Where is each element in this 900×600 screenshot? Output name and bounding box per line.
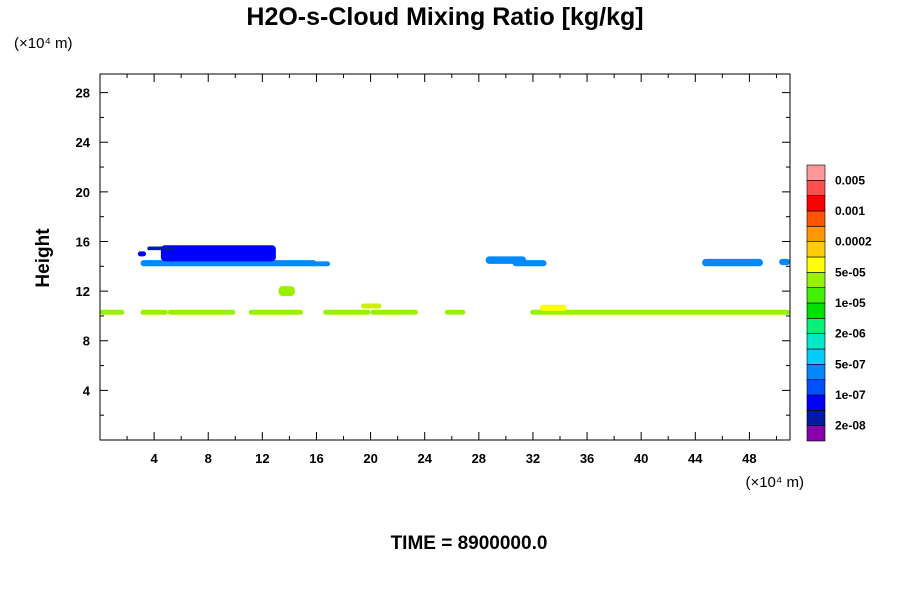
colorbar-swatch-13 xyxy=(806,226,826,242)
x-tick-label-1: 8 xyxy=(205,451,212,466)
chart-title: H2O-s-Cloud Mixing Ratio [kg/kg] xyxy=(246,3,643,31)
contour-region-3 xyxy=(248,309,303,315)
y-tick-label-2: 12 xyxy=(76,284,90,299)
contour-region-11 xyxy=(140,260,317,267)
y-axis-label: Height xyxy=(33,228,54,288)
colorbar-swatch-14 xyxy=(806,210,826,227)
colorbar-label-5: 5e-05 xyxy=(835,265,866,279)
colorbar: 2e-08 1e-07 5e-07 2e-06 1e-05 5e-05 0.0002 0.00… xyxy=(806,164,872,442)
x-tick-label-7: 32 xyxy=(526,451,540,466)
y-tick-label-0: 4 xyxy=(83,383,91,398)
y-tick-label-3: 16 xyxy=(76,234,90,249)
contour-region-5 xyxy=(370,309,418,315)
colorbar-swatch-17 xyxy=(806,164,826,181)
y-tick-label-6: 28 xyxy=(76,86,90,101)
x-tick-label-3: 16 xyxy=(309,451,323,466)
colorbar-swatch-6 xyxy=(806,333,826,350)
contour-region-7 xyxy=(530,309,790,315)
contour-region-2 xyxy=(167,309,236,315)
colorbar-swatch-10 xyxy=(806,272,826,288)
x-tick-label-4: 20 xyxy=(363,451,377,466)
x-axis-unit: (×10⁴ m) xyxy=(745,474,804,491)
colorbar-label-7: 0.001 xyxy=(835,204,865,218)
colorbar-label-8: 0.005 xyxy=(835,173,865,187)
contour-region-13 xyxy=(160,245,276,262)
y-tick-label-4: 20 xyxy=(76,185,90,200)
colorbar-swatch-12 xyxy=(806,241,826,258)
contour-region-18 xyxy=(702,258,763,267)
contour-region-4 xyxy=(323,309,371,315)
colorbar-swatch-16 xyxy=(806,180,826,196)
y-tick-label-5: 24 xyxy=(76,135,91,150)
contour-region-19 xyxy=(779,258,790,266)
plot-frame xyxy=(99,73,791,441)
colorbar-label-0: 2e-08 xyxy=(835,419,866,433)
y-tick-label-1: 8 xyxy=(83,334,90,349)
contour-region-14 xyxy=(147,246,175,251)
colorbar-swatch-1 xyxy=(806,410,826,426)
colorbar-label-6: 0.0002 xyxy=(835,235,872,249)
colorbar-label-3: 2e-06 xyxy=(835,327,866,341)
colorbar-swatch-11 xyxy=(806,256,826,273)
contour-region-10 xyxy=(278,286,295,297)
colorbar-swatch-4 xyxy=(806,364,826,380)
colorbar-swatch-3 xyxy=(806,379,826,396)
contour-region-8 xyxy=(361,303,382,309)
x-tick-label-10: 44 xyxy=(688,451,703,466)
time-label: TIME = 8900000.0 xyxy=(391,533,548,554)
x-tick-label-11: 48 xyxy=(742,451,756,466)
colorbar-label-4: 1e-05 xyxy=(835,296,866,310)
contour-region-9 xyxy=(539,304,567,311)
colorbar-swatch-7 xyxy=(806,318,826,334)
x-tick-label-2: 12 xyxy=(255,451,269,466)
contour-region-6 xyxy=(445,309,466,315)
colorbar-label-1: 1e-07 xyxy=(835,388,866,402)
x-tick-label-9: 40 xyxy=(634,451,648,466)
colorbar-swatch-8 xyxy=(806,302,826,319)
x-tick-label-6: 28 xyxy=(472,451,486,466)
x-tick-label-8: 36 xyxy=(580,451,594,466)
contour-region-17 xyxy=(512,260,547,267)
colorbar-swatch-5 xyxy=(806,348,826,365)
colorbar-swatch-0 xyxy=(806,425,826,442)
contour-region-1 xyxy=(140,309,168,315)
x-tick-label-0: 4 xyxy=(151,451,159,466)
colorbar-swatch-9 xyxy=(806,287,826,304)
contour-regions xyxy=(100,245,790,315)
contour-region-12 xyxy=(309,261,330,267)
x-tick-label-5: 24 xyxy=(417,451,432,466)
colorbar-swatch-2 xyxy=(806,394,826,411)
contour-region-0 xyxy=(100,309,125,315)
y-axis-unit: (×10⁴ m) xyxy=(14,35,73,52)
colorbar-label-2: 5e-07 xyxy=(835,357,866,371)
contour-region-15 xyxy=(137,251,146,257)
colorbar-swatch-15 xyxy=(806,195,826,212)
